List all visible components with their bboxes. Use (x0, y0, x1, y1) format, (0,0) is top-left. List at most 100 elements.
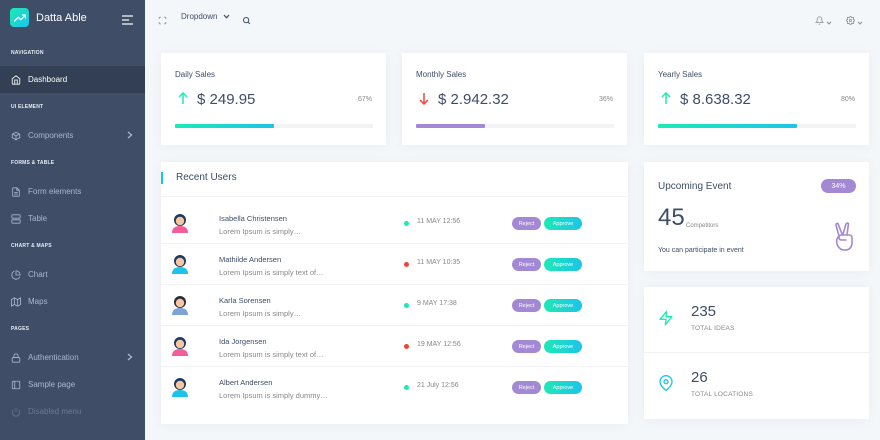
header-dropdown[interactable]: Dropdown (181, 12, 230, 21)
sidebar-item-chart[interactable]: Chart (0, 261, 145, 288)
sidebar-item-disabled-menu: Disabled menu (0, 398, 145, 425)
file-text-icon (11, 186, 21, 197)
pie-chart-icon (11, 269, 21, 280)
bell-icon (814, 12, 825, 30)
zap-icon (658, 310, 674, 331)
sidebar-item-form-elements[interactable]: Form elements (0, 178, 145, 205)
stat-value: $ 2.942.32 (438, 91, 509, 108)
user-name: Albert Andersen (219, 378, 273, 387)
sidebar-item-table[interactable]: Table (0, 205, 145, 232)
sidebar: Datta Able NAVIGATION Dashboard UI ELEME… (0, 0, 145, 440)
table-row: Karla Sorensen Lorem Ipsum is simply… 9 MA… (161, 285, 628, 326)
fullscreen-icon[interactable] (158, 12, 167, 30)
reject-button[interactable]: Reject (512, 217, 541, 230)
progress-track (416, 124, 614, 128)
trending-up-icon[interactable] (10, 8, 29, 27)
power-icon (11, 407, 21, 417)
brand: Datta Able (0, 0, 145, 35)
sidebar-item-components[interactable]: Components (0, 122, 145, 149)
user-description: Lorem Ipsum is simply… (219, 227, 302, 236)
user-name: Ida Jorgensen (219, 337, 267, 346)
approve-button[interactable]: Approve (544, 340, 582, 353)
avatar (171, 254, 189, 274)
info-card: 235 TOTAL IDEAS 26 TOTAL LOCATIONS (644, 287, 869, 419)
sidebar-item-label: Maps (28, 297, 48, 306)
search-icon[interactable] (242, 12, 251, 30)
progress-track (658, 124, 856, 128)
competitors-count: 45 (658, 204, 685, 231)
sidebar-item-label: Authentication (28, 353, 79, 362)
total-ideas-row: 235 TOTAL IDEAS (644, 287, 869, 353)
upcoming-event-card: Upcoming Event 34% 45 Competitors You ca… (644, 162, 869, 271)
table-row: Ida Jorgensen Lorem Ipsum is simply text … (161, 326, 628, 367)
avatar (171, 213, 189, 233)
sidebar-item-authentication[interactable]: Authentication (0, 344, 145, 371)
stat-percent: 36% (598, 96, 613, 103)
chevron-down-icon (826, 12, 832, 30)
stat-title: Daily Sales (175, 70, 216, 79)
reject-button[interactable]: Reject (512, 258, 541, 271)
status-dot (404, 303, 409, 308)
stat-title: Monthly Sales (416, 70, 467, 79)
approve-button[interactable]: Approve (544, 381, 582, 394)
brand-name[interactable]: Datta Able (36, 11, 87, 24)
user-name: Isabella Christensen (219, 214, 287, 223)
reject-button[interactable]: Reject (512, 381, 541, 394)
status-dot (404, 262, 409, 267)
sidebar-item-label: Form elements (28, 187, 82, 196)
stat-percent: 80% (840, 96, 855, 103)
user-description: Lorem Ipsum is simply text of… (219, 268, 324, 277)
user-timestamp: 21 July 12:56 (417, 382, 459, 389)
sidebar-item-maps[interactable]: Maps (0, 288, 145, 315)
total-ideas-value: 235 (691, 303, 717, 320)
approve-button[interactable]: Approve (544, 299, 582, 312)
user-timestamp: 11 MAY 12:56 (417, 218, 461, 225)
lock-icon (11, 352, 21, 363)
daily-sales-card: Daily Sales $ 249.95 67% (161, 53, 386, 145)
approve-button[interactable]: Approve (544, 258, 582, 271)
home-icon (11, 74, 21, 85)
map-icon (11, 296, 21, 307)
table-row: Isabella Christensen Lorem Ipsum is simpl… (161, 203, 628, 244)
recent-users-title: Recent Users (176, 172, 237, 183)
total-locations-row: 26 TOTAL LOCATIONS (644, 353, 869, 418)
yearly-sales-card: Yearly Sales $ 8.638.32 80% (644, 53, 869, 145)
competitors-label: Competitors (686, 223, 719, 229)
progress-fill (416, 124, 486, 128)
event-subtitle: You can participate in event (658, 247, 744, 254)
status-dot (404, 385, 409, 390)
percent-badge: 34% (821, 179, 856, 193)
sidebar-item-sample-page[interactable]: Sample page (0, 371, 145, 398)
progress-track (175, 124, 373, 128)
top-header: Dropdown (145, 0, 880, 35)
avatar (171, 336, 189, 356)
sidebar-item-dashboard[interactable]: Dashboard (0, 66, 145, 93)
sidebar-item-label: Chart (28, 270, 48, 279)
divider (644, 352, 869, 353)
sidebar-icon (11, 380, 21, 390)
menu-toggle-icon[interactable] (122, 12, 133, 30)
server-icon (11, 213, 21, 224)
user-timestamp: 19 MAY 12:56 (417, 341, 461, 348)
stat-title: Yearly Sales (658, 70, 703, 79)
status-dot (404, 221, 409, 226)
chevron-down-icon (857, 12, 863, 30)
divider (161, 196, 628, 197)
user-timestamp: 11 MAY 10:35 (417, 259, 461, 266)
reject-button[interactable]: Reject (512, 299, 541, 312)
user-description: Lorem Ipsum is simply text of… (219, 350, 324, 359)
settings-button[interactable] (846, 12, 863, 30)
box-icon (11, 131, 21, 141)
notifications-button[interactable] (814, 12, 832, 30)
chevron-right-icon (127, 131, 133, 141)
approve-button[interactable]: Approve (544, 217, 582, 230)
monthly-sales-card: Monthly Sales $ 2.942.32 36% (402, 53, 627, 145)
arrow-up-icon (661, 91, 671, 110)
sidebar-item-label: Table (28, 214, 48, 223)
stat-value: $ 249.95 (197, 91, 256, 108)
arrow-down-icon (419, 92, 429, 110)
map-pin-icon (658, 374, 674, 397)
total-ideas-label: TOTAL IDEAS (691, 325, 735, 332)
reject-button[interactable]: Reject (512, 340, 541, 353)
sidebar-item-label: Dashboard (28, 75, 68, 84)
